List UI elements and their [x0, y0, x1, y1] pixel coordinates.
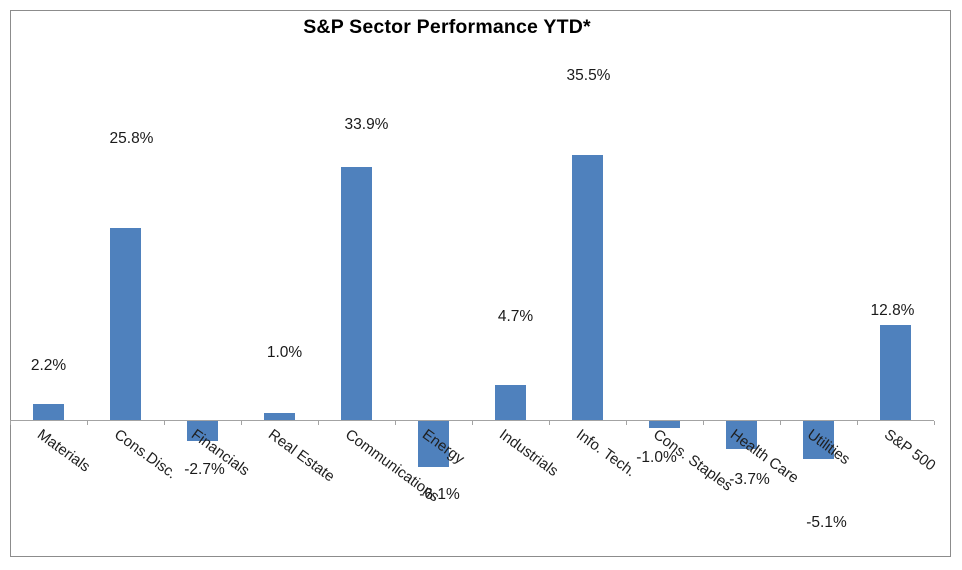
bar-value-label: -5.1% — [806, 514, 847, 531]
chart-title: S&P Sector Performance YTD* — [303, 16, 591, 38]
bar-value-label: 33.9% — [344, 116, 389, 133]
axis-tick — [780, 421, 782, 425]
axis-tick — [934, 421, 936, 425]
bar — [187, 421, 218, 442]
axis-tick — [164, 421, 166, 425]
bar-value-label: 12.8% — [870, 302, 915, 319]
category-label: Industrials — [496, 426, 562, 480]
bar-value-label: 4.7% — [497, 308, 534, 325]
bar-value-label: -2.7% — [184, 461, 225, 478]
axis-tick — [549, 421, 551, 425]
bar — [726, 421, 757, 449]
axis-tick — [87, 421, 89, 425]
bar-value-label: -3.7% — [729, 471, 770, 488]
bar — [649, 421, 680, 429]
bar-value-label: -1.0% — [636, 449, 677, 466]
axis-tick — [857, 421, 859, 425]
bar — [495, 384, 526, 420]
category-label: Materials — [34, 426, 94, 476]
bar — [264, 412, 295, 420]
bar — [33, 403, 64, 420]
bar — [572, 155, 603, 420]
bar — [418, 421, 449, 467]
axis-tick — [10, 421, 12, 425]
bar-value-label: -6.1% — [419, 486, 460, 503]
axis-tick — [318, 421, 320, 425]
chart-frame — [10, 10, 951, 557]
bar — [110, 227, 141, 420]
bar-value-label: 35.5% — [566, 67, 611, 84]
bar-value-label: 25.8% — [109, 130, 154, 147]
category-label: Real Estate — [265, 426, 338, 486]
axis-tick — [395, 421, 397, 425]
bar — [803, 421, 834, 460]
axis-tick — [703, 421, 705, 425]
bar-value-label: 1.0% — [266, 344, 303, 361]
axis-tick — [241, 421, 243, 425]
category-label: S&P 500 — [881, 426, 939, 475]
axis-tick — [472, 421, 474, 425]
bar-value-label: 2.2% — [30, 357, 67, 374]
axis-tick — [626, 421, 628, 425]
x-axis-line — [10, 420, 934, 422]
bar — [341, 167, 372, 420]
bar — [880, 324, 911, 420]
